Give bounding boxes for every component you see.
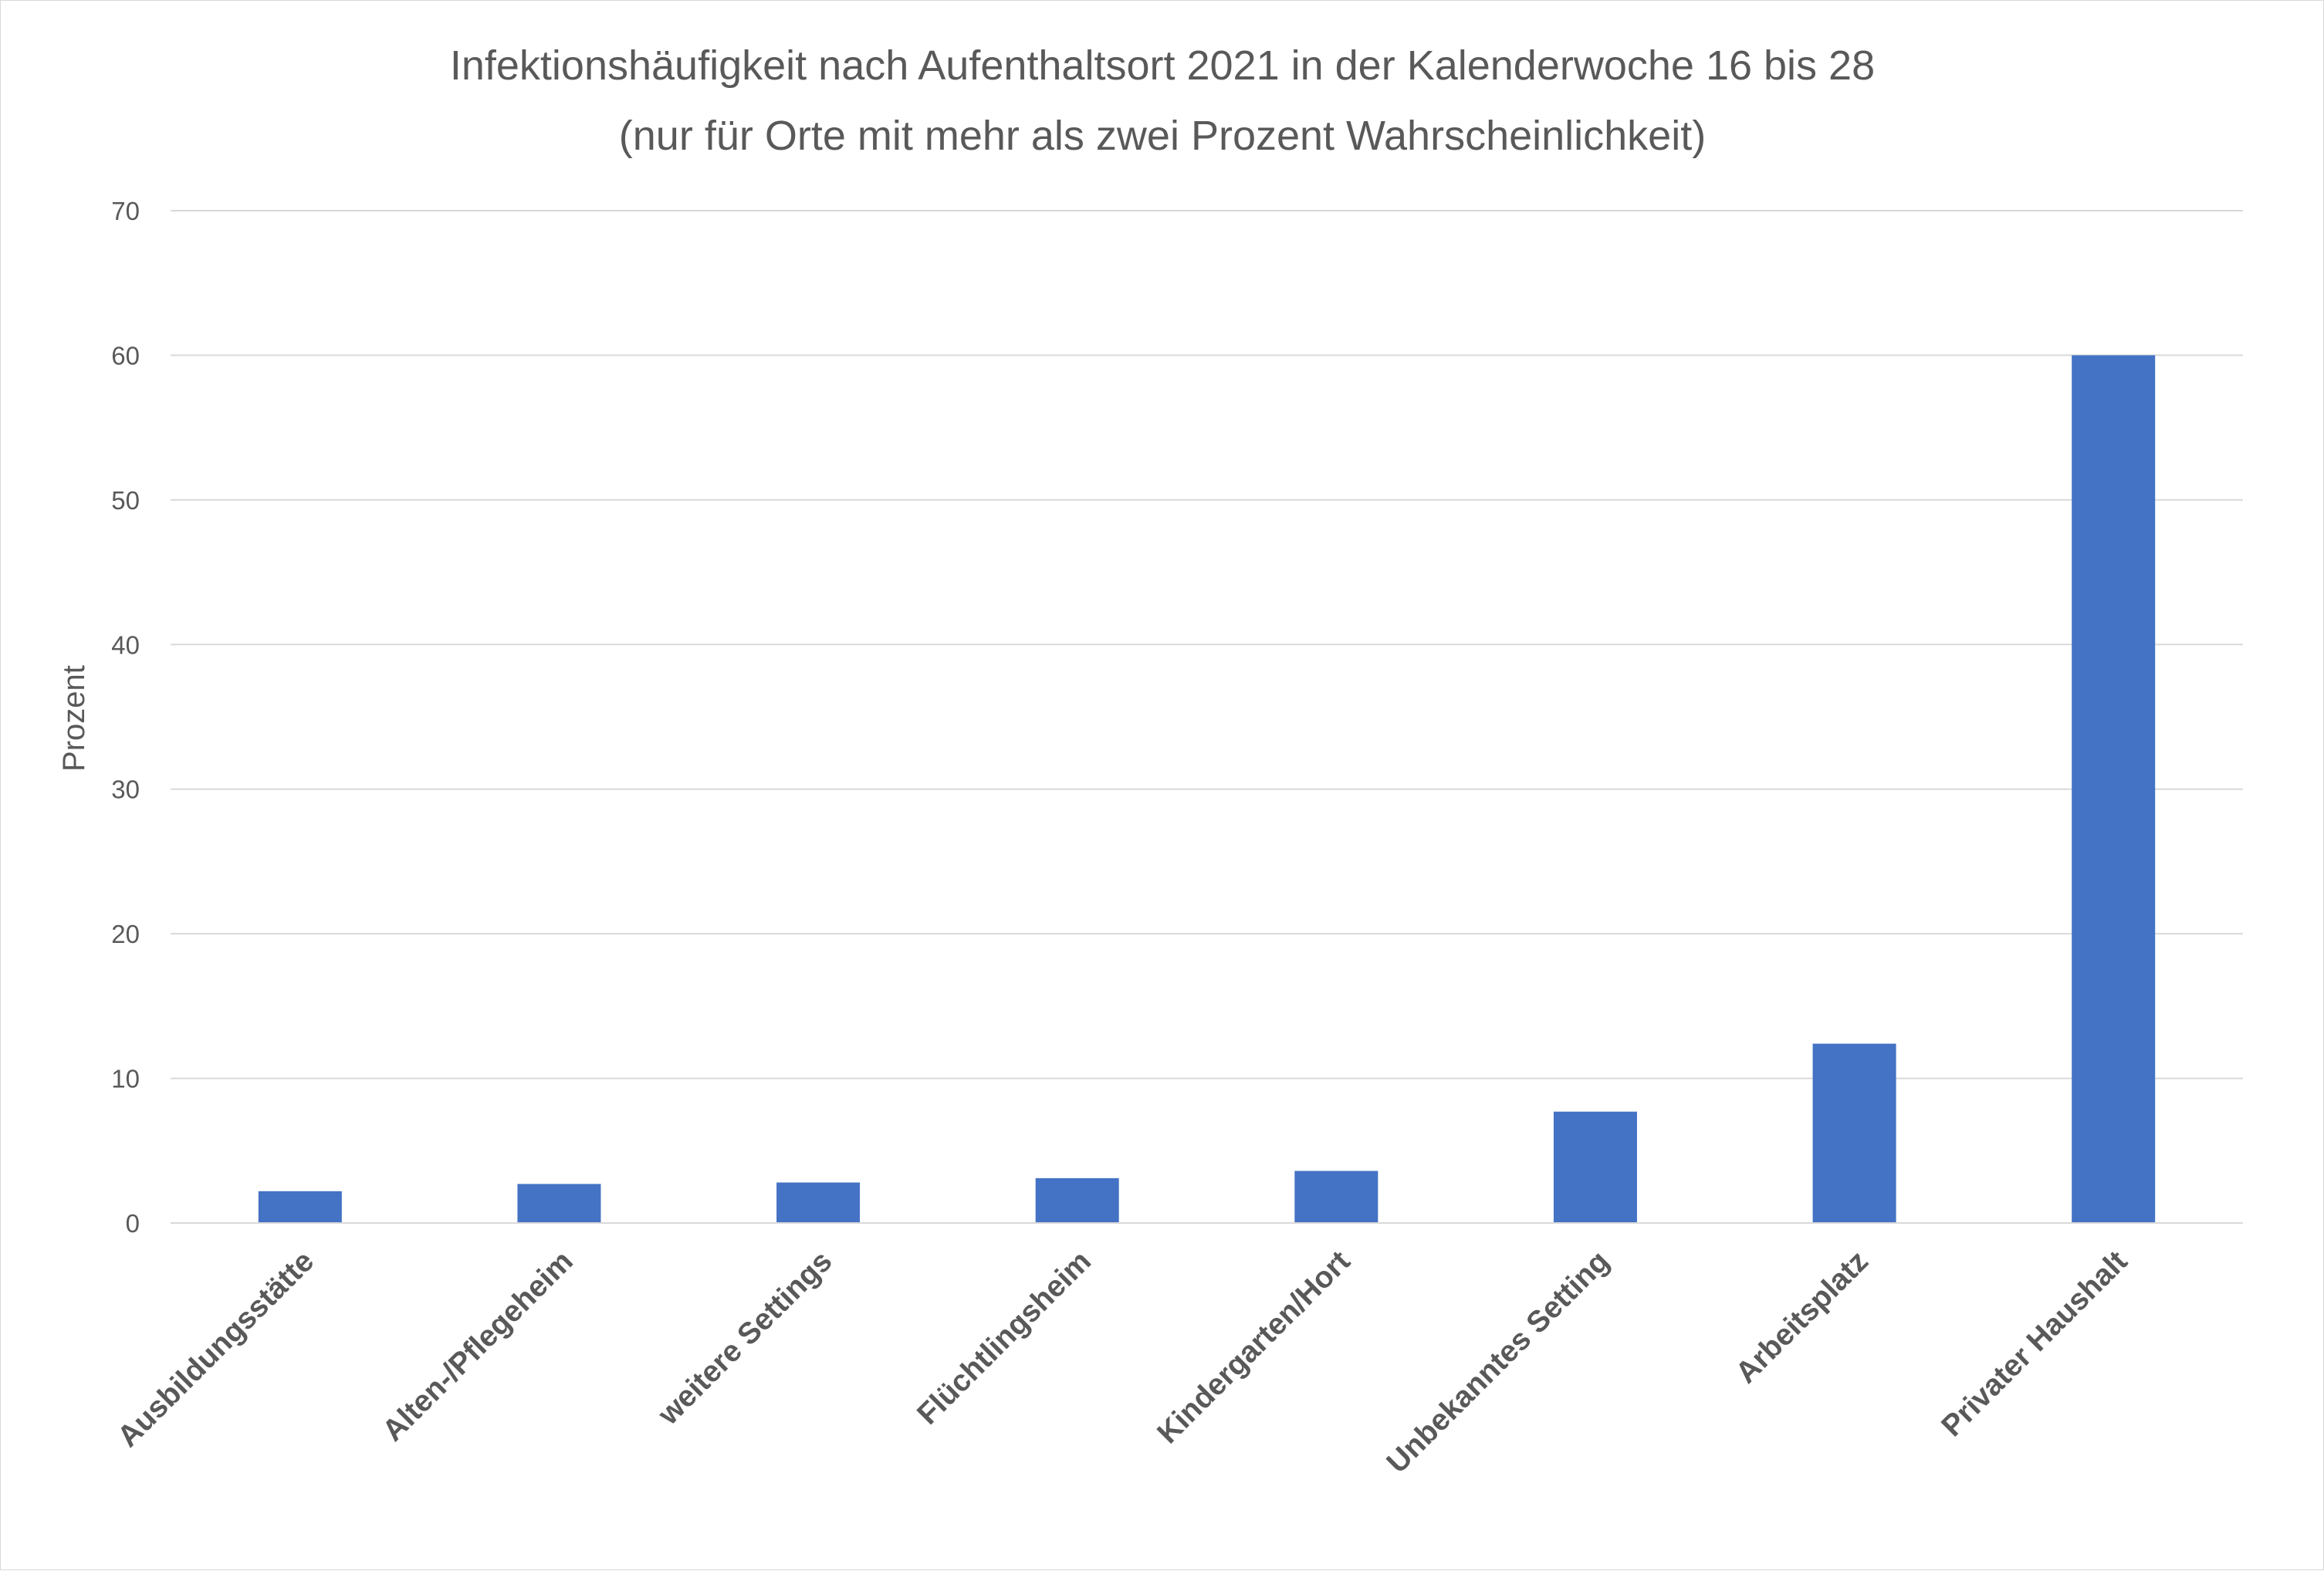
bar — [1812, 1043, 1896, 1223]
y-tick-label: 70 — [111, 197, 140, 225]
category-label: Unbekanntes Setting — [1381, 1245, 1616, 1480]
gridlines — [171, 210, 2243, 1079]
y-tick-label: 20 — [111, 920, 140, 948]
category-label: Flüchtlingsheim — [911, 1245, 1098, 1431]
bar — [258, 1191, 342, 1223]
chart-subtitle: (nur für Orte mit mehr als zwei Prozent … — [619, 113, 1706, 159]
category-label: Privater Haushalt — [1935, 1245, 2133, 1443]
bar — [2072, 355, 2156, 1223]
bar — [1553, 1111, 1637, 1223]
y-tick-label: 30 — [111, 775, 140, 804]
category-label: Kindergarten/Hort — [1151, 1245, 1356, 1450]
y-tick-label: 0 — [126, 1209, 140, 1238]
y-tick-label: 50 — [111, 486, 140, 515]
bar — [1035, 1177, 1119, 1223]
category-labels: Ausbildungsstätte Alten-/Pflegeheim weiter… — [111, 1245, 2133, 1480]
bars — [258, 355, 2156, 1223]
y-tick-labels: 0 10 20 30 40 50 60 70 — [111, 197, 140, 1238]
y-axis-title: Prozent — [57, 665, 91, 772]
y-tick-label: 40 — [111, 630, 140, 659]
category-label: Arbeitsplatz — [1730, 1245, 1875, 1390]
category-label: weitere Settings — [651, 1245, 839, 1432]
y-tick-label: 10 — [111, 1065, 140, 1093]
bar — [1294, 1171, 1379, 1223]
category-label: Ausbildungsstätte — [111, 1245, 320, 1454]
y-tick-label: 60 — [111, 341, 140, 370]
chart-title: Infektionshäufigkeit nach Aufenthaltsort… — [450, 42, 1875, 89]
bar — [776, 1182, 861, 1223]
bar — [517, 1184, 601, 1223]
category-label: Alten-/Pflegeheim — [376, 1245, 579, 1448]
